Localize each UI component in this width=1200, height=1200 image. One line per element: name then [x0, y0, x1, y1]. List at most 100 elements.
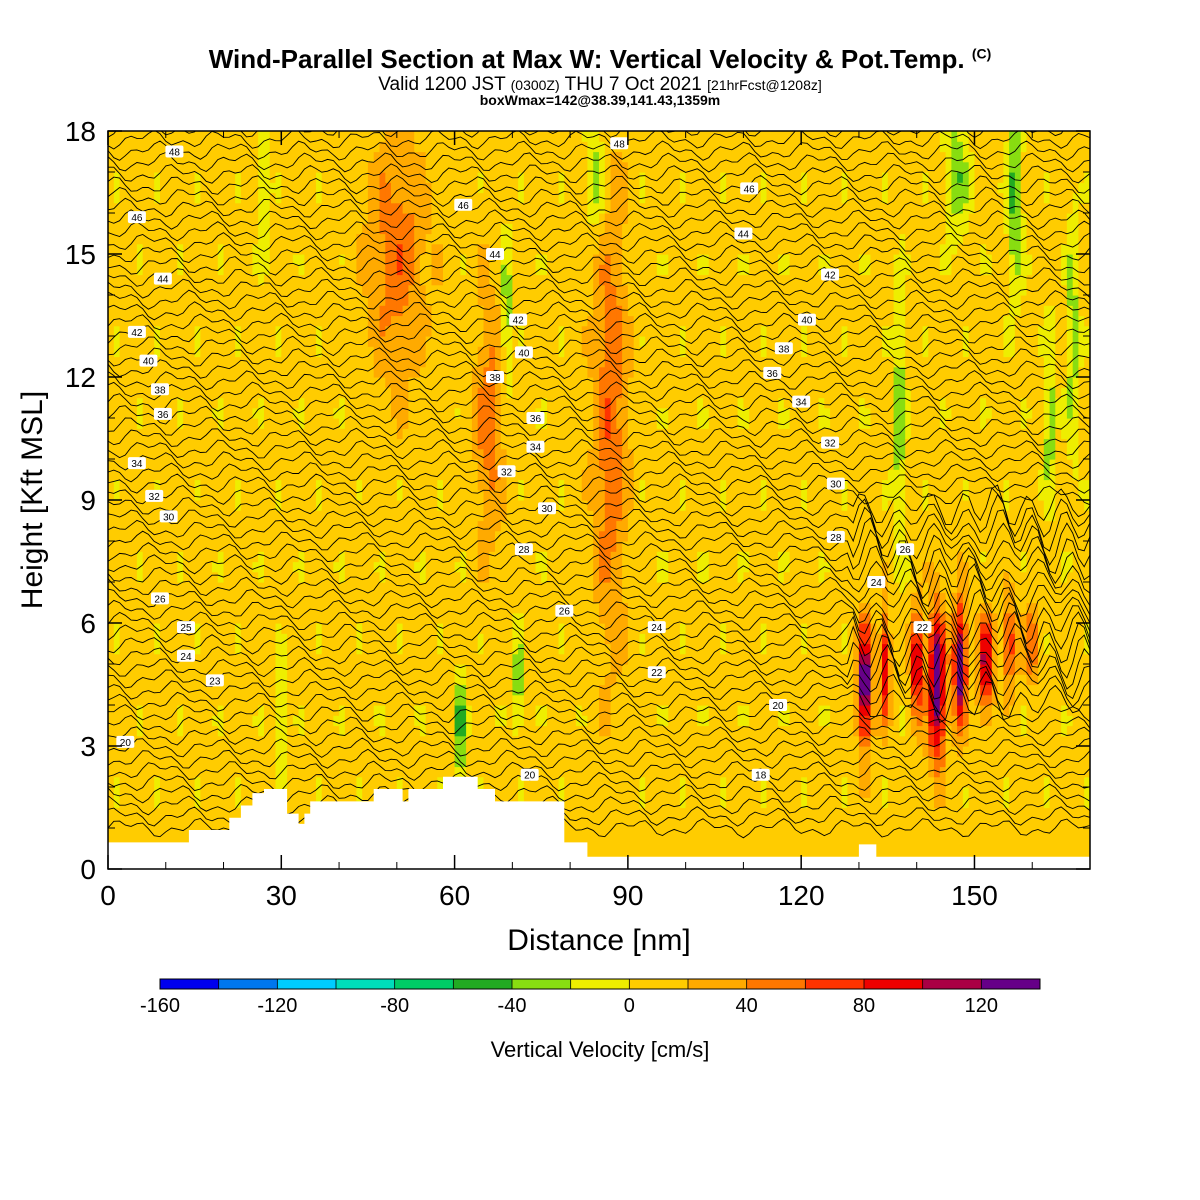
w-cell: [379, 254, 386, 265]
w-cell: [391, 653, 398, 665]
w-cell: [292, 705, 300, 716]
w-cell: [321, 161, 329, 173]
w-cell: [344, 397, 352, 409]
w-cell: [183, 715, 190, 727]
w-cell: [246, 592, 253, 604]
w-cell: [379, 643, 386, 655]
w-cell: [292, 551, 300, 563]
w-cell: [165, 623, 173, 634]
w-cell: [425, 653, 433, 665]
w-cell: [108, 735, 115, 747]
w-cell: [223, 817, 230, 829]
w-cell: [160, 694, 167, 706]
w-cell: [333, 325, 340, 337]
w-cell: [240, 418, 248, 429]
w-cell: [327, 397, 334, 409]
w-cell: [391, 715, 398, 727]
w-cell: [385, 366, 392, 378]
w-cell: [235, 233, 242, 245]
w-cell: [298, 694, 305, 706]
w-cell: [466, 233, 473, 245]
w-cell: [477, 192, 485, 204]
w-cell: [269, 448, 277, 460]
w-cell: [113, 520, 121, 532]
w-cell: [165, 479, 173, 491]
w-cell: [500, 377, 508, 388]
w-cell: [471, 315, 479, 327]
w-cell: [350, 264, 357, 276]
w-cell: [448, 725, 456, 737]
w-cell: [373, 305, 381, 317]
w-cell: [419, 530, 427, 542]
w-cell: [240, 653, 248, 665]
w-cell: [131, 387, 138, 399]
w-cell: [477, 561, 485, 573]
w-cell: [217, 541, 225, 552]
w-cell: [292, 192, 300, 204]
w-cell: [443, 520, 450, 532]
w-cell: [281, 284, 288, 296]
w-cell: [194, 274, 201, 286]
w-cell: [460, 715, 467, 727]
w-cell: [500, 612, 508, 624]
w-cell: [200, 797, 207, 809]
w-cell: [165, 192, 173, 204]
w-cell: [448, 407, 456, 419]
w-cell: [298, 264, 305, 276]
w-cell: [229, 715, 236, 727]
w-cell: [310, 438, 317, 450]
w-cell: [269, 233, 277, 245]
w-cell: [235, 633, 242, 645]
w-cell: [460, 192, 467, 204]
w-cell: [281, 766, 288, 778]
w-cell: [419, 377, 427, 388]
w-cell: [471, 725, 479, 737]
w-cell: [188, 776, 196, 788]
w-cell: [177, 366, 184, 378]
w-cell: [304, 448, 311, 460]
w-cell: [160, 664, 167, 675]
w-cell: [316, 366, 323, 378]
w-cell: [269, 571, 277, 583]
w-cell: [212, 510, 219, 522]
w-cell: [431, 735, 438, 747]
w-cell: [402, 766, 409, 778]
w-cell: [125, 510, 132, 522]
w-cell: [160, 643, 167, 655]
w-cell: [246, 756, 253, 768]
w-cell: [344, 469, 352, 481]
w-cell: [362, 643, 369, 655]
w-cell: [454, 407, 461, 419]
w-cell: [217, 202, 225, 214]
w-cell: [419, 387, 427, 399]
w-cell: [367, 674, 375, 686]
w-cell: [304, 233, 311, 245]
w-cell: [223, 561, 230, 573]
w-cell: [350, 131, 357, 142]
w-cell: [125, 674, 132, 686]
w-cell: [287, 325, 294, 337]
w-cell: [373, 366, 381, 378]
w-cell: [113, 397, 121, 409]
w-cell: [379, 366, 386, 378]
w-cell: [113, 315, 121, 327]
w-cell: [269, 325, 277, 337]
w-cell: [344, 305, 352, 317]
w-cell: [229, 356, 236, 368]
w-cell: [466, 438, 473, 450]
w-cell: [171, 541, 178, 552]
w-cell: [131, 746, 138, 757]
w-cell: [235, 356, 242, 368]
w-cell: [402, 561, 409, 573]
w-cell: [304, 387, 311, 399]
w-cell: [316, 305, 323, 317]
w-cell: [165, 172, 173, 183]
w-cell: [177, 715, 184, 727]
w-cell: [246, 643, 253, 655]
w-cell: [310, 172, 317, 183]
w-cell: [477, 172, 485, 183]
w-cell: [240, 787, 248, 798]
w-cell: [419, 694, 427, 706]
w-cell: [443, 192, 450, 204]
w-cell: [113, 684, 121, 696]
